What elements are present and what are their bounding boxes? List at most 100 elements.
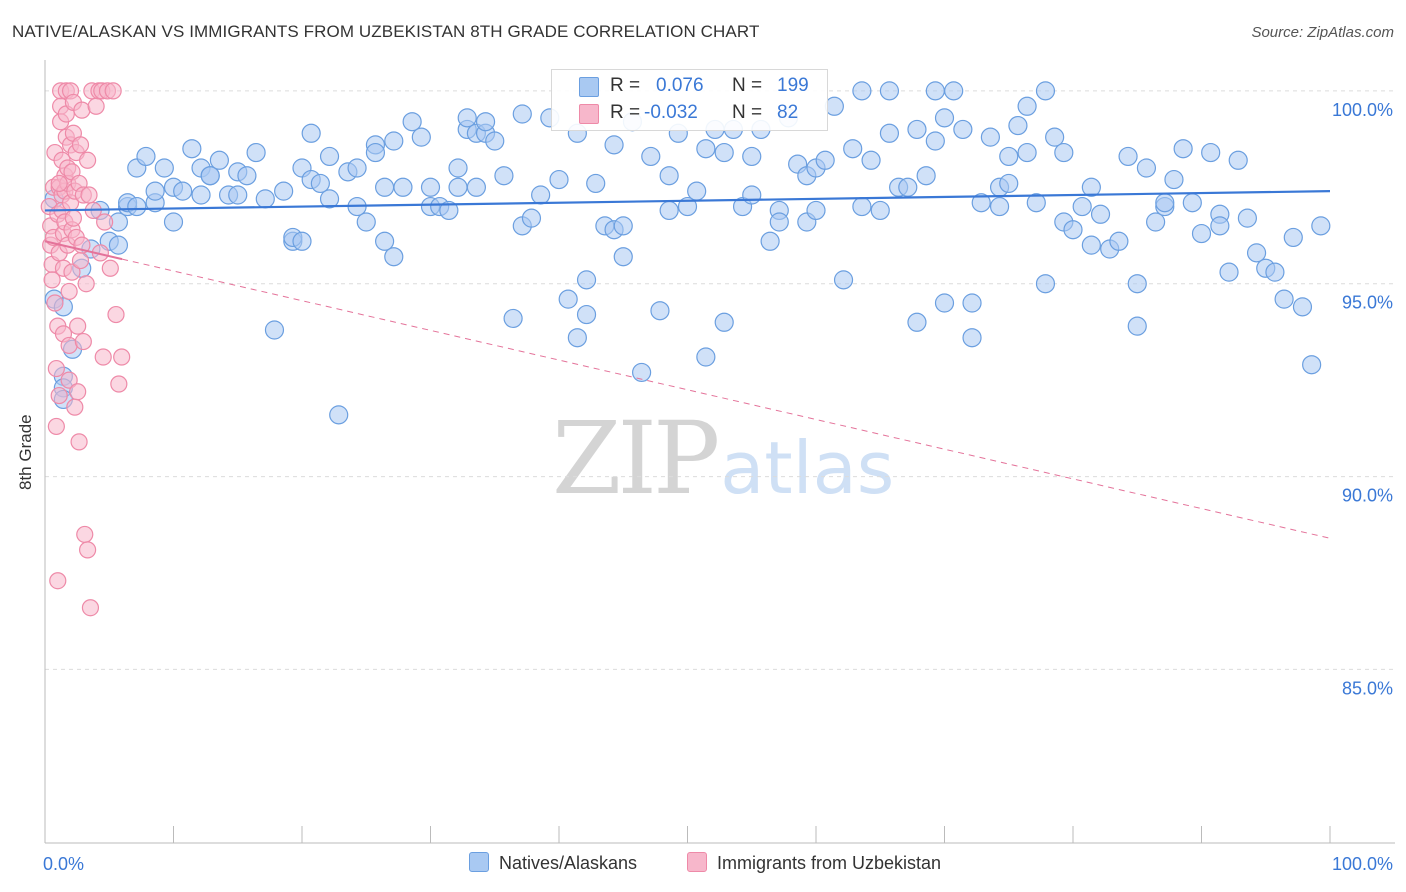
natives-point: [1283, 227, 1303, 248]
y-tick-label: 90.0%: [1342, 486, 1393, 506]
natives-point: [870, 200, 890, 221]
bottom-legend-label-uzbekistan: Immigrants from Uzbekistan: [717, 853, 942, 873]
uzbekistan-point: [107, 305, 125, 324]
natives-point: [907, 312, 927, 332]
legend-row-natives: R = 0.076 N = 199: [552, 74, 827, 100]
uzbekistan-point: [101, 259, 119, 277]
watermark-atlas: atlas: [720, 426, 895, 510]
uzbekistan-point: [74, 332, 92, 351]
y-tick-label: 85.0%: [1342, 678, 1393, 698]
x-tick-label-max: 100.0%: [1332, 854, 1393, 874]
uzbekistan-point: [66, 398, 84, 416]
natives-point: [632, 362, 652, 383]
legend-n-value-natives: 199: [777, 75, 809, 96]
natives-point: [274, 181, 294, 201]
natives-point: [1017, 96, 1037, 116]
natives-point: [604, 135, 624, 155]
x-tick-label-min: 0.0%: [43, 854, 84, 874]
natives-point: [989, 196, 1010, 217]
uzbekistan-point: [71, 136, 90, 154]
natives-point: [898, 177, 918, 197]
natives-point: [742, 185, 762, 205]
natives-point: [310, 173, 330, 194]
uzbekistan-point: [43, 271, 61, 289]
bottom-legend-label-natives: Natives/Alaskans: [499, 853, 638, 873]
natives-point: [714, 142, 734, 163]
uzbekistan-point: [96, 213, 114, 231]
legend-n-label: N =: [732, 75, 763, 96]
source-label: Source: ZipAtlas.com: [1251, 24, 1394, 41]
natives-point: [457, 108, 477, 128]
natives-point: [255, 189, 275, 209]
natives-point: [163, 212, 184, 232]
uzbekistan-point: [60, 336, 78, 355]
natives-point: [1292, 297, 1313, 317]
natives-point: [521, 208, 542, 228]
natives-point: [1026, 193, 1046, 213]
natives-point: [264, 320, 285, 340]
natives-point: [1035, 81, 1056, 101]
natives-point: [1265, 262, 1285, 282]
natives-point: [641, 146, 661, 167]
natives-point: [1127, 316, 1147, 336]
natives-point: [1237, 208, 1257, 228]
natives-point: [852, 196, 872, 217]
legend-swatch-natives: [579, 77, 599, 97]
uzbekistan-point: [60, 282, 78, 301]
natives-point: [108, 235, 129, 255]
bottom-legend-natives: Natives/Alaskans: [469, 852, 637, 874]
natives-point: [1035, 274, 1056, 294]
natives-point: [191, 185, 211, 205]
natives-point: [1219, 262, 1239, 282]
uzbekistan-trend-line-solid: [44, 240, 123, 261]
natives-point: [1201, 142, 1221, 163]
natives-point: [1118, 146, 1138, 167]
natives-point: [375, 177, 395, 197]
natives-point: [228, 185, 248, 205]
bottom-legend-uzbekistan: Immigrants from Uzbekistan: [687, 852, 941, 874]
y-tick-label: 100.0%: [1332, 100, 1393, 120]
natives-point: [962, 328, 982, 348]
y-tick-label: 95.0%: [1342, 293, 1393, 313]
natives-point: [1054, 142, 1074, 163]
uzbekistan-point: [80, 186, 98, 204]
natives-point: [999, 146, 1019, 167]
natives-point: [1155, 193, 1175, 213]
natives-point: [173, 181, 193, 201]
natives-point: [934, 293, 955, 313]
natives-point: [1127, 274, 1147, 294]
legend-r-label: R =: [610, 75, 641, 96]
natives-point: [246, 142, 266, 163]
uzbekistan-point: [104, 82, 122, 100]
natives-point: [852, 81, 872, 101]
natives-point: [696, 347, 716, 367]
natives-point: [567, 328, 587, 348]
natives-point: [448, 177, 468, 197]
legend-row-uzbekistan: R = -0.032 N = 82: [552, 101, 827, 127]
uzbekistan-point: [60, 371, 78, 389]
natives-point: [953, 119, 973, 140]
natives-point: [824, 96, 844, 116]
natives-point: [1146, 212, 1166, 232]
natives-point: [586, 173, 606, 194]
natives-point: [971, 193, 991, 213]
uzbekistan-point: [50, 386, 68, 405]
natives-point: [760, 231, 780, 251]
natives-point: [650, 301, 670, 321]
natives-point: [393, 177, 413, 197]
natives-point: [420, 177, 441, 197]
natives-point: [1182, 193, 1202, 213]
uzbekistan-point: [78, 151, 97, 169]
natives-point: [1274, 289, 1294, 309]
natives-point: [145, 181, 165, 201]
natives-point: [999, 173, 1019, 194]
natives-point: [1228, 150, 1248, 170]
bottom-legend-swatch-uzbekistan: [687, 852, 707, 872]
natives-point: [319, 189, 340, 209]
watermark: ZIPatlas: [552, 400, 894, 517]
bottom-legend-swatch-natives: [469, 852, 489, 872]
uzbekistan-point: [46, 294, 64, 312]
natives-point: [466, 177, 486, 197]
natives-point: [934, 108, 955, 128]
